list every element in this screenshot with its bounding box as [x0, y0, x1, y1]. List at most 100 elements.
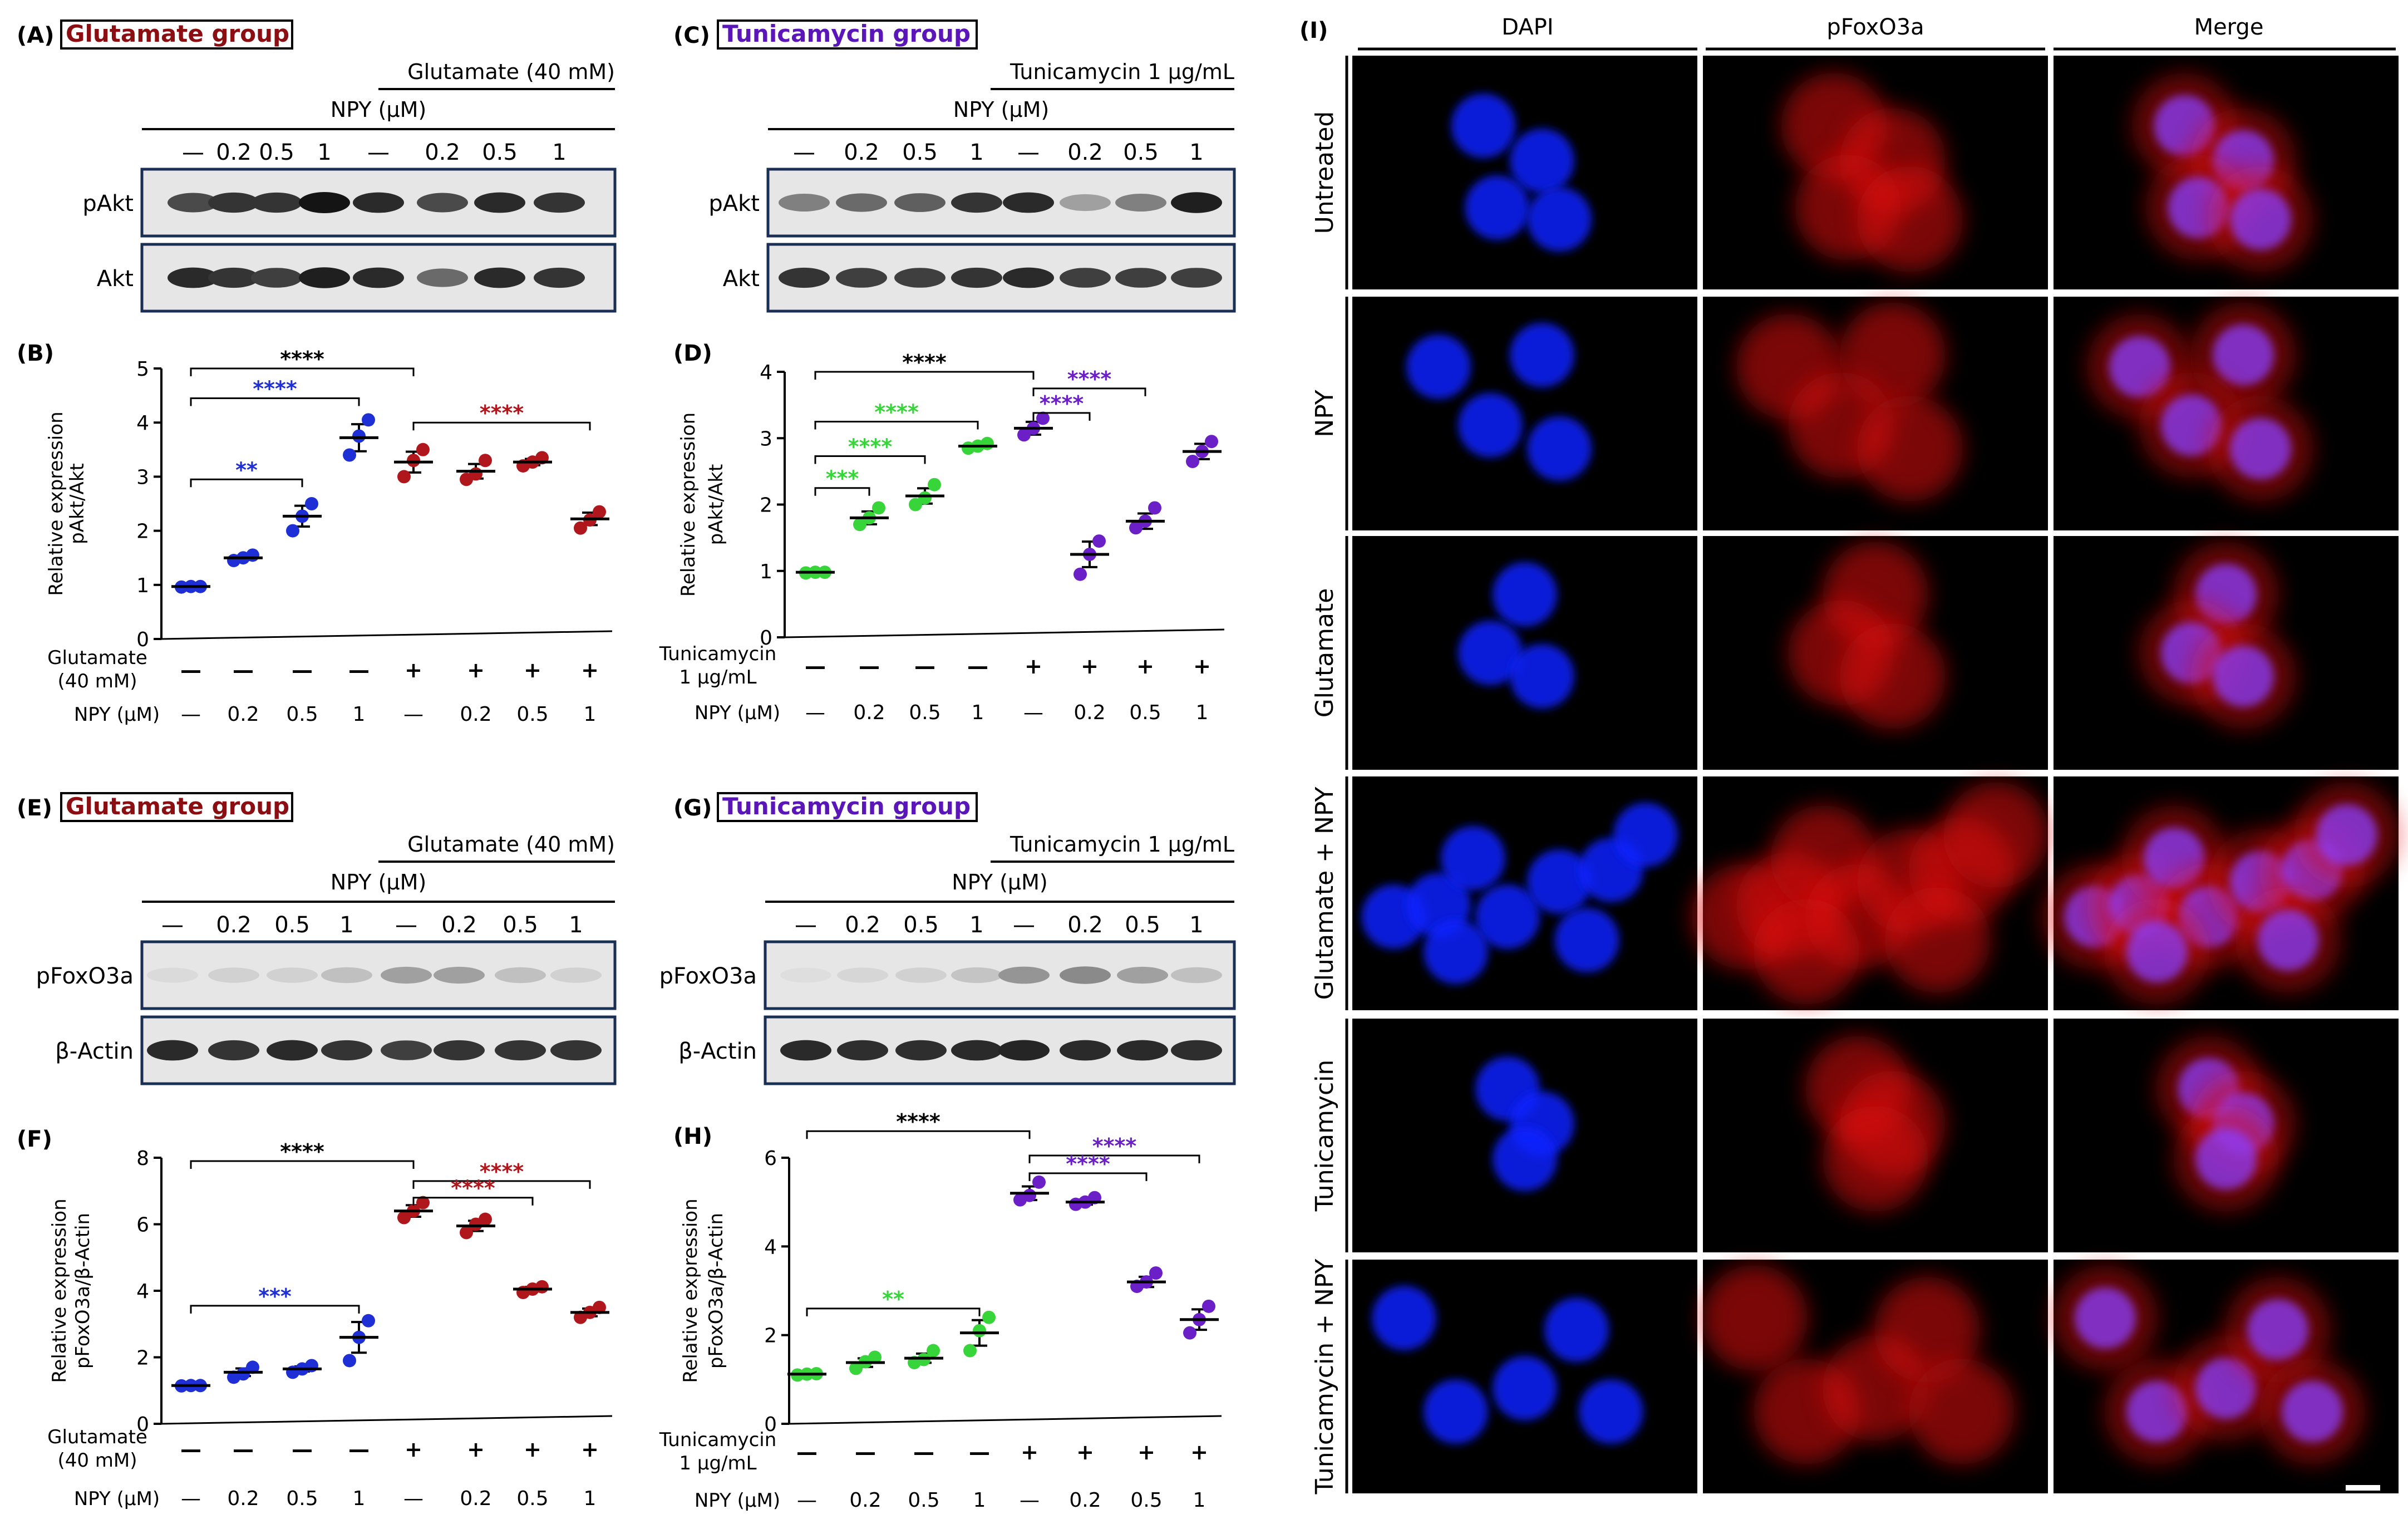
blot-band: [837, 1040, 888, 1061]
blot-label: pFoxO3a: [659, 963, 757, 989]
dapi-nucleus: [1441, 826, 1505, 891]
blot-band: [894, 268, 946, 288]
significance-bracket: [814, 371, 1035, 380]
y-tick-label: 4: [136, 412, 149, 435]
lane-label: 0.2: [425, 140, 460, 165]
dapi-nucleus: [1510, 323, 1574, 387]
data-point: [305, 497, 318, 510]
dapi-nucleus: [1527, 416, 1592, 481]
significance-stars: ****: [1066, 1152, 1110, 1176]
dapi-nucleus: [1554, 908, 1619, 972]
dapi-nucleus: [1527, 849, 1592, 914]
group-label: Glutamate group: [66, 793, 289, 820]
treatment-row-value: —: [348, 658, 370, 682]
blot-band: [894, 193, 946, 212]
lane-label: 0.5: [1123, 140, 1159, 165]
npy-row-value: 0.2: [460, 703, 491, 726]
npy-row-label: NPY (μM): [74, 704, 160, 726]
significance-bracket: [806, 1130, 1031, 1139]
treatment-header: Tunicamycin 1 μg/mL: [1010, 832, 1234, 857]
lane-label: 1: [569, 912, 583, 938]
row-label: Untreated: [1311, 111, 1339, 234]
lane-label: 0.2: [845, 912, 880, 938]
treatment-row-label: (40 mM): [57, 670, 137, 692]
data-point: [1129, 521, 1143, 535]
merge-nucleus: [2247, 1299, 2308, 1360]
panel-a-western-blot: (A) Glutamate group Glutamate (40 mM) NPY (…: [17, 19, 617, 313]
lane-label: —: [793, 140, 815, 165]
pfoxo3a-signal: [1754, 899, 1859, 1005]
lane-label: 0.5: [274, 912, 310, 938]
panel-c-letter: (C): [673, 23, 710, 48]
npy-header: NPY (μM): [331, 97, 426, 122]
blot-band: [168, 267, 219, 288]
panel-g-western-blot: (G) Tunicamycin group Tunicamycin 1 μg/mL N…: [659, 792, 1236, 1085]
treatment-row-value: +: [405, 1437, 422, 1462]
data-point: [1036, 411, 1050, 425]
significance-stars: ****: [896, 1109, 940, 1134]
dapi-nucleus: [1510, 129, 1574, 193]
dapi-nucleus: [1458, 393, 1523, 458]
lane-label: 1: [1189, 912, 1203, 938]
y-tick-label: 3: [760, 427, 772, 450]
blot-band: [417, 193, 468, 213]
row-label: Tunicamycin + NPY: [1311, 1259, 1339, 1495]
blot-band: [208, 267, 259, 288]
blot-band: [1171, 268, 1222, 288]
treatment-row-value: +: [581, 658, 599, 682]
blot-band: [1060, 1040, 1111, 1061]
data-point: [1148, 501, 1161, 515]
lane-label: 0.5: [903, 912, 939, 938]
y-axis-label: Relative expression: [45, 411, 67, 596]
treatment-row-label: Tunicamycin: [659, 643, 777, 665]
data-point: [981, 436, 994, 450]
blot-band: [353, 192, 404, 213]
merge-nucleus: [2316, 804, 2377, 866]
lane-label: —: [795, 912, 817, 938]
pfoxo3a-signal: [1874, 1277, 1980, 1383]
data-point: [872, 501, 885, 515]
blot-band: [951, 1040, 1002, 1061]
blot-band: [779, 267, 830, 288]
data-point: [1205, 435, 1218, 449]
significance-bracket: [190, 478, 303, 488]
treatment-row-value: +: [1021, 1440, 1038, 1464]
dapi-nucleus: [1493, 562, 1557, 627]
merge-nucleus: [2195, 1358, 2257, 1419]
treatment-row-label: (40 mM): [57, 1449, 137, 1472]
data-point: [237, 1367, 250, 1381]
blot-band: [1003, 267, 1054, 288]
blot-band: [208, 1040, 259, 1061]
x-axis: [784, 628, 1225, 638]
merge-nucleus: [2126, 921, 2188, 982]
lane-label: 0.2: [1067, 140, 1103, 165]
lane-label: 1: [1189, 140, 1203, 165]
data-point: [927, 1344, 940, 1358]
y-tick-label: 0: [136, 628, 149, 651]
column-header-dapi: DAPI: [1501, 14, 1553, 40]
blot-band: [267, 1040, 318, 1061]
npy-row-value: 0.2: [1073, 701, 1105, 724]
y-axis-label: pAkt/Akt: [66, 463, 88, 544]
npy-row-value: 0.2: [849, 1489, 881, 1512]
y-tick-label: 2: [136, 1347, 149, 1370]
blot-band: [267, 967, 318, 983]
pfoxo3a-signal: [1909, 1359, 2015, 1464]
data-point: [868, 1350, 882, 1364]
merge-nucleus: [2195, 1128, 2257, 1189]
merge-nucleus: [2075, 1287, 2136, 1349]
blot-band: [895, 1040, 947, 1061]
row-label: Glutamate + NPY: [1311, 786, 1339, 1000]
data-point: [982, 1310, 996, 1324]
lane-label: 0.2: [216, 140, 252, 165]
npy-row-value: —: [403, 1487, 424, 1510]
y-axis-label: pFoxO3a/β-Actin: [705, 1213, 727, 1369]
treatment-row-value: —: [180, 1437, 201, 1462]
dapi-nucleus: [1451, 94, 1516, 158]
significance-stars: ****: [480, 1159, 524, 1184]
blot-band: [550, 1040, 602, 1061]
npy-row-value: —: [805, 701, 825, 724]
treatment-row-value: —: [969, 1440, 990, 1464]
blot-band: [951, 267, 1002, 288]
